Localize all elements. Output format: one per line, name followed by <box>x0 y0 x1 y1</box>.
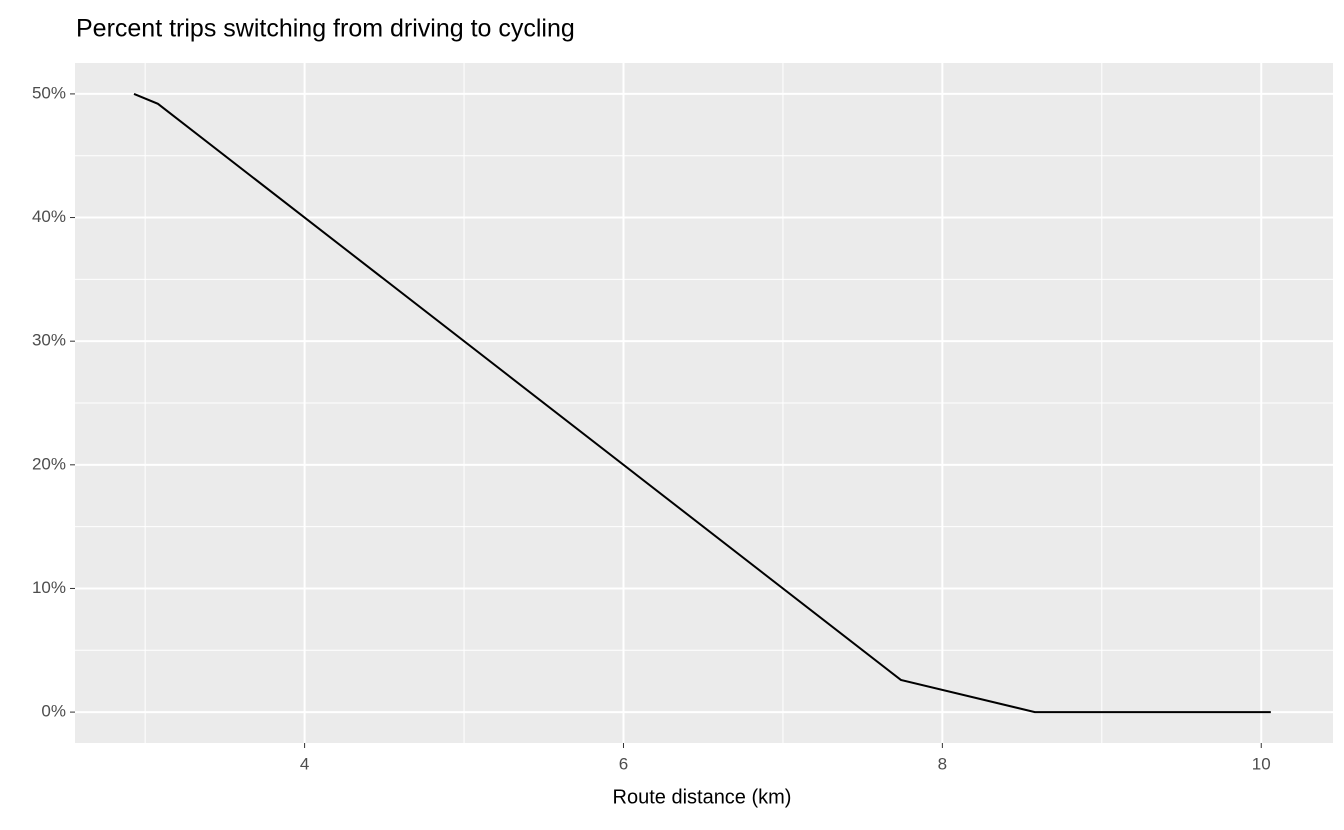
chart-title: Percent trips switching from driving to … <box>76 15 575 43</box>
x-axis-label: Route distance (km) <box>613 786 792 808</box>
y-tick-label: 10% <box>32 578 66 597</box>
x-tick-label: 4 <box>300 754 309 773</box>
y-tick-label: 0% <box>41 702 66 721</box>
x-tick-label: 8 <box>938 754 947 773</box>
line <box>133 92 1271 714</box>
y-tick-label: 50% <box>32 83 66 102</box>
x-tick-label: 10 <box>1252 754 1271 773</box>
x-tick-label: 6 <box>619 754 628 773</box>
y-tick-label: 40% <box>32 207 66 226</box>
y-tick-label: 20% <box>32 454 66 473</box>
y-tick-label: 30% <box>32 331 66 350</box>
